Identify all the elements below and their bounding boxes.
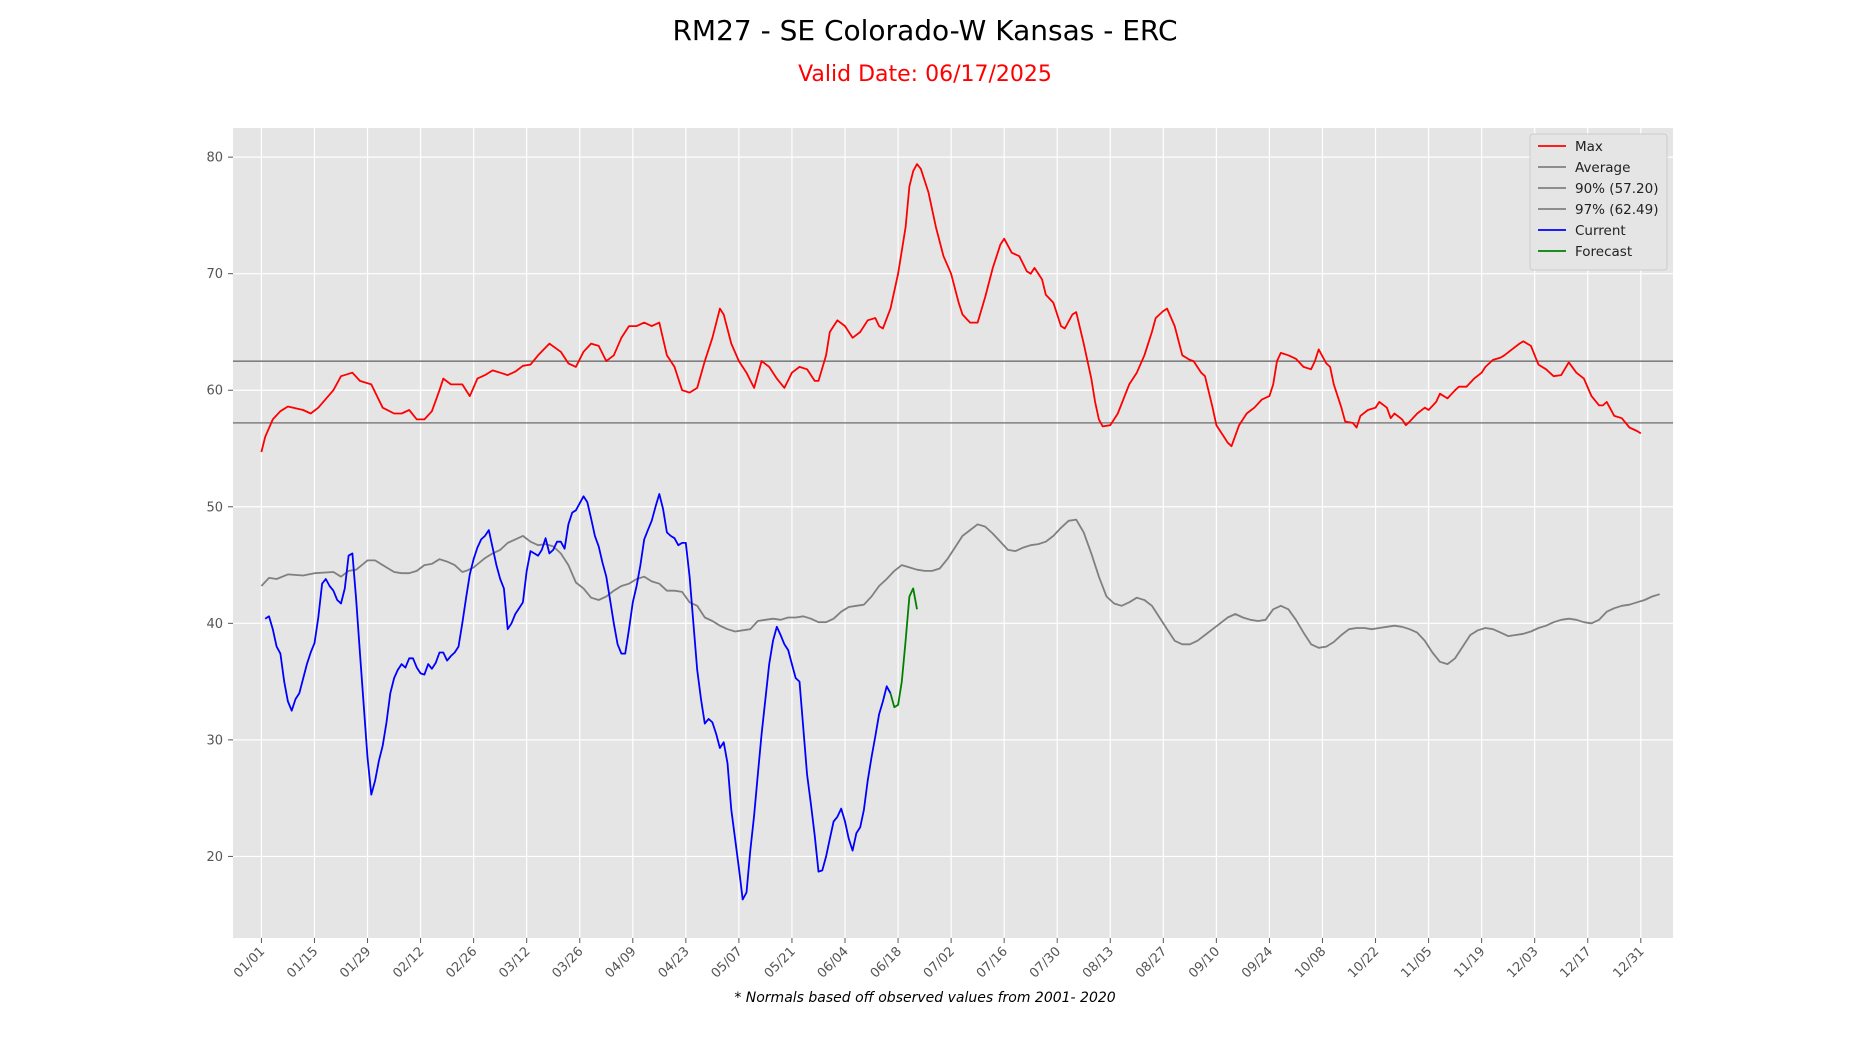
x-tick-label-24: 12/03 (1504, 944, 1541, 981)
x-tick-label-20: 10/08 (1292, 944, 1329, 981)
legend-box (1529, 133, 1668, 271)
legend-label-5: Forecast (1575, 244, 1632, 260)
x-tick-label-15: 07/30 (1027, 944, 1064, 981)
x-tick-label-25: 12/17 (1557, 944, 1594, 981)
y-tick-label-5: 70 (206, 267, 223, 282)
y-tick-label-0: 20 (206, 850, 223, 865)
legend-label-4: Current (1575, 223, 1626, 239)
reference-lines (233, 360, 1673, 424)
series-line-1 (260, 518, 1660, 665)
chart-subtitle: Valid Date: 06/17/2025 (798, 62, 1052, 87)
x-tick-label-23: 11/19 (1451, 944, 1488, 981)
series-line-0 (260, 163, 1642, 453)
x-tick-label-4: 02/26 (443, 944, 480, 981)
legend-label-3: 97% (62.49) (1575, 202, 1658, 218)
x-tick-label-3: 02/12 (390, 944, 427, 981)
x-tick-label-9: 05/07 (709, 944, 746, 981)
x-tick-label-22: 11/05 (1398, 944, 1435, 981)
x-tick-label-21: 10/22 (1345, 944, 1382, 981)
y-tick-label-4: 60 (206, 384, 223, 399)
x-tick-label-0: 01/01 (231, 944, 268, 981)
x-tick-label-10: 05/21 (762, 944, 799, 981)
series-line-4 (264, 493, 892, 901)
legend: Max Average 90% (57.20) 97% (62.49) Current F… (1529, 133, 1668, 271)
x-tick-label-19: 09/24 (1239, 944, 1276, 981)
x-tick-label-6: 03/26 (549, 944, 586, 981)
x-tick-label-11: 06/04 (815, 944, 852, 981)
y-tick-label-2: 40 (206, 617, 223, 632)
x-tick-label-7: 04/09 (603, 944, 640, 981)
chart-title: RM27 - SE Colorado-W Kansas - ERC (672, 14, 1178, 47)
x-tick-label-18: 09/10 (1186, 944, 1223, 981)
series-lines (260, 163, 1660, 901)
x-tick-label-2: 01/29 (337, 944, 374, 981)
chart-footnote: * Normals based off observed values from… (734, 990, 1116, 1006)
x-tick-label-12: 06/18 (868, 944, 905, 981)
x-tick-label-13: 07/02 (921, 944, 958, 981)
legend-label-1: Average (1575, 160, 1630, 176)
series-line-5 (889, 587, 918, 709)
y-tick-label-1: 30 (206, 733, 223, 748)
x-tick-label-5: 03/12 (496, 944, 533, 981)
x-tick-label-1: 01/15 (284, 944, 321, 981)
y-tick-label-6: 80 (206, 151, 223, 166)
plot-area (233, 128, 1673, 938)
x-tick-label-26: 12/31 (1611, 944, 1648, 981)
x-tick-label-8: 04/23 (656, 944, 693, 981)
legend-label-0: Max (1575, 139, 1603, 155)
x-tick-label-16: 08/13 (1080, 944, 1117, 981)
x-tick-label-17: 08/27 (1133, 944, 1170, 981)
y-tick-label-3: 50 (206, 500, 223, 515)
x-tick-label-14: 07/16 (974, 944, 1011, 981)
legend-label-2: 90% (57.20) (1575, 181, 1658, 197)
